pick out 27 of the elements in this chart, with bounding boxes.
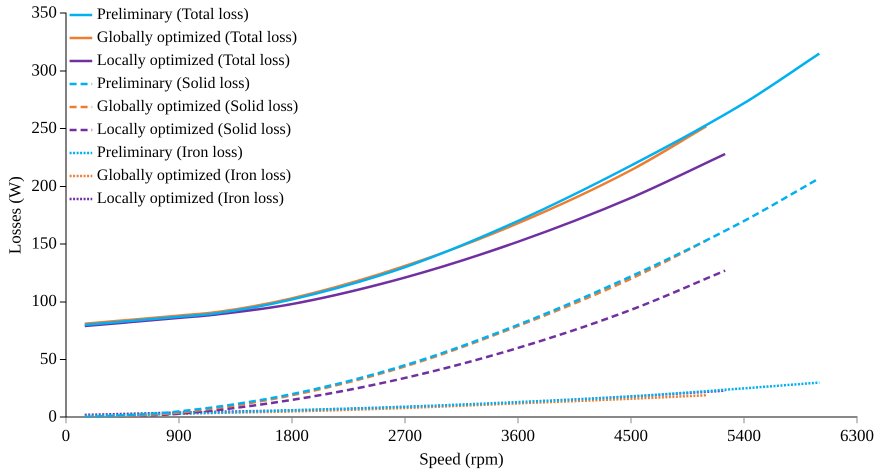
legend-label: Preliminary (Iron loss)	[96, 144, 243, 162]
x-tick-label: 3600	[500, 426, 535, 445]
x-axis-title: Speed (rpm)	[419, 449, 504, 468]
y-tick-label: 50	[40, 348, 57, 368]
legend-label: Locally optimized (Total loss)	[96, 52, 290, 70]
legend-label: Globally optimized (Total loss)	[96, 29, 298, 46]
legend-label: Globally optimized (Solid loss)	[96, 98, 298, 116]
y-tick-label: 200	[31, 176, 57, 195]
y-tick-label: 0	[48, 406, 57, 426]
legend-label: Locally optimized (Solid loss)	[96, 121, 292, 138]
x-tick-label: 900	[166, 426, 192, 445]
x-tick-label: 1800	[274, 426, 309, 445]
y-tick-label: 300	[31, 60, 57, 80]
x-tick-label: 0	[62, 426, 70, 445]
x-tick-label: 5400	[726, 426, 761, 445]
y-tick-label: 350	[31, 2, 57, 22]
legend-label: Globally optimized (Iron loss)	[96, 167, 292, 184]
y-axis-title: Losses (W)	[6, 176, 25, 254]
legend-label: Preliminary (Solid loss)	[96, 75, 250, 92]
x-tick-label: 6300	[840, 426, 874, 445]
x-tick-label: 2700	[388, 426, 422, 445]
y-tick-label: 100	[31, 291, 57, 310]
legend-label: Preliminary (Total loss)	[96, 6, 249, 24]
x-tick-label: 4500	[614, 426, 648, 445]
legend-label: Locally optimized (Iron loss)	[96, 190, 284, 208]
y-tick-label: 150	[31, 234, 57, 253]
y-tick-label: 250	[31, 118, 57, 138]
